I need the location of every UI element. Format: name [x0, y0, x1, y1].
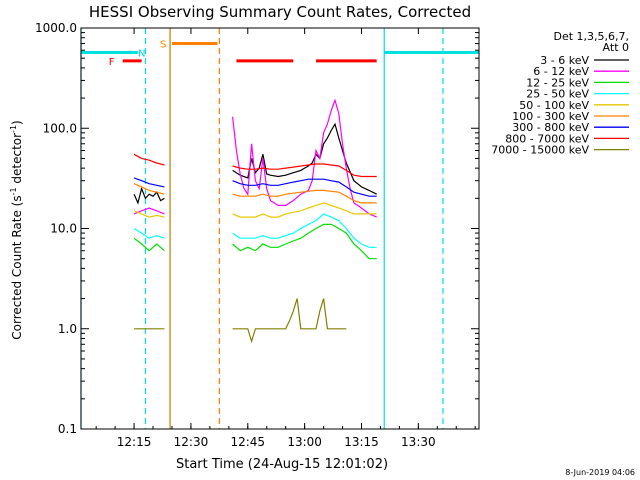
series-1-segment-1	[232, 98, 377, 218]
series-0-segment-0	[133, 186, 165, 205]
legend-title-line-2: Att 0	[603, 41, 629, 54]
x-tick-label-3: 13:00	[287, 435, 322, 449]
series-6-segment-1	[232, 178, 377, 197]
plot-frame	[80, 27, 480, 430]
series-5-segment-0	[133, 183, 165, 195]
series-3-segment-0	[133, 227, 165, 239]
legend-title-line-1: Det 1,3,5,6,7,	[553, 30, 629, 43]
legend-label-5: 100 - 300 keV	[512, 110, 589, 123]
x-axis-ticks: 12:15 12:30 12:45 13:00 13:15 13:30	[95, 28, 476, 449]
series-8-segment-1	[232, 298, 347, 344]
x-tick-label-2: 12:45	[230, 435, 265, 449]
legend-label-7: 800 - 7000 keV	[505, 132, 589, 145]
x-tick-label-5: 13:30	[401, 435, 436, 449]
series-5-segment-1	[232, 189, 377, 204]
flag-bars: F N S	[81, 40, 479, 68]
series-4-segment-1	[232, 202, 377, 218]
legend-label-1: 6 - 12 keV	[533, 65, 589, 78]
y-tick-label-1: 1.0	[58, 322, 77, 336]
series-2-segment-0	[133, 237, 165, 252]
series-0-segment-1	[232, 122, 377, 195]
y-axis-label: Corrected Count Rate (s-1 detector-1)	[9, 120, 24, 339]
series-3-segment-1	[232, 213, 377, 248]
y-tick-label-4: 1000.0	[35, 21, 77, 35]
x-tick-label-0: 12:15	[117, 435, 152, 449]
series-6-segment-0	[133, 177, 165, 188]
chart-title: HESSI Observing Summary Count Rates, Cor…	[89, 3, 471, 21]
x-tick-label-1: 12:30	[174, 435, 209, 449]
y-tick-label-3: 100.0	[43, 121, 77, 135]
x-axis-label: Start Time (24-Aug-15 12:01:02)	[176, 457, 388, 472]
flag-label-S: S	[160, 40, 166, 51]
legend-label-8: 7000 - 15000 keV	[491, 144, 589, 157]
data-series	[133, 98, 377, 344]
series-1-segment-0	[133, 207, 165, 215]
x-tick-label-4: 13:15	[344, 435, 379, 449]
legend-label-3: 25 - 50 keV	[526, 88, 589, 101]
series-7-segment-0	[133, 153, 165, 166]
series-7-segment-1	[232, 163, 377, 178]
legend-label-0: 3 - 6 keV	[540, 54, 589, 67]
time-markers	[80, 28, 444, 429]
series-4-segment-0	[133, 210, 165, 218]
series-2-segment-1	[232, 223, 377, 260]
legend-label-4: 50 - 100 keV	[519, 99, 589, 112]
y-tick-label-0: 0.1	[58, 422, 77, 436]
flag-label-N: N	[138, 48, 145, 59]
y-axis-ticks: 0.1 1.0 10.0 100.0 1000.0	[35, 21, 479, 436]
legend-label-6: 300 - 800 keV	[512, 121, 589, 134]
y-tick-label-2: 10.0	[50, 222, 77, 236]
legend-label-2: 12 - 25 keV	[526, 76, 589, 89]
flag-label-F: F	[109, 57, 115, 68]
footer-timestamp: 8-Jun-2019 04:06	[565, 468, 635, 477]
